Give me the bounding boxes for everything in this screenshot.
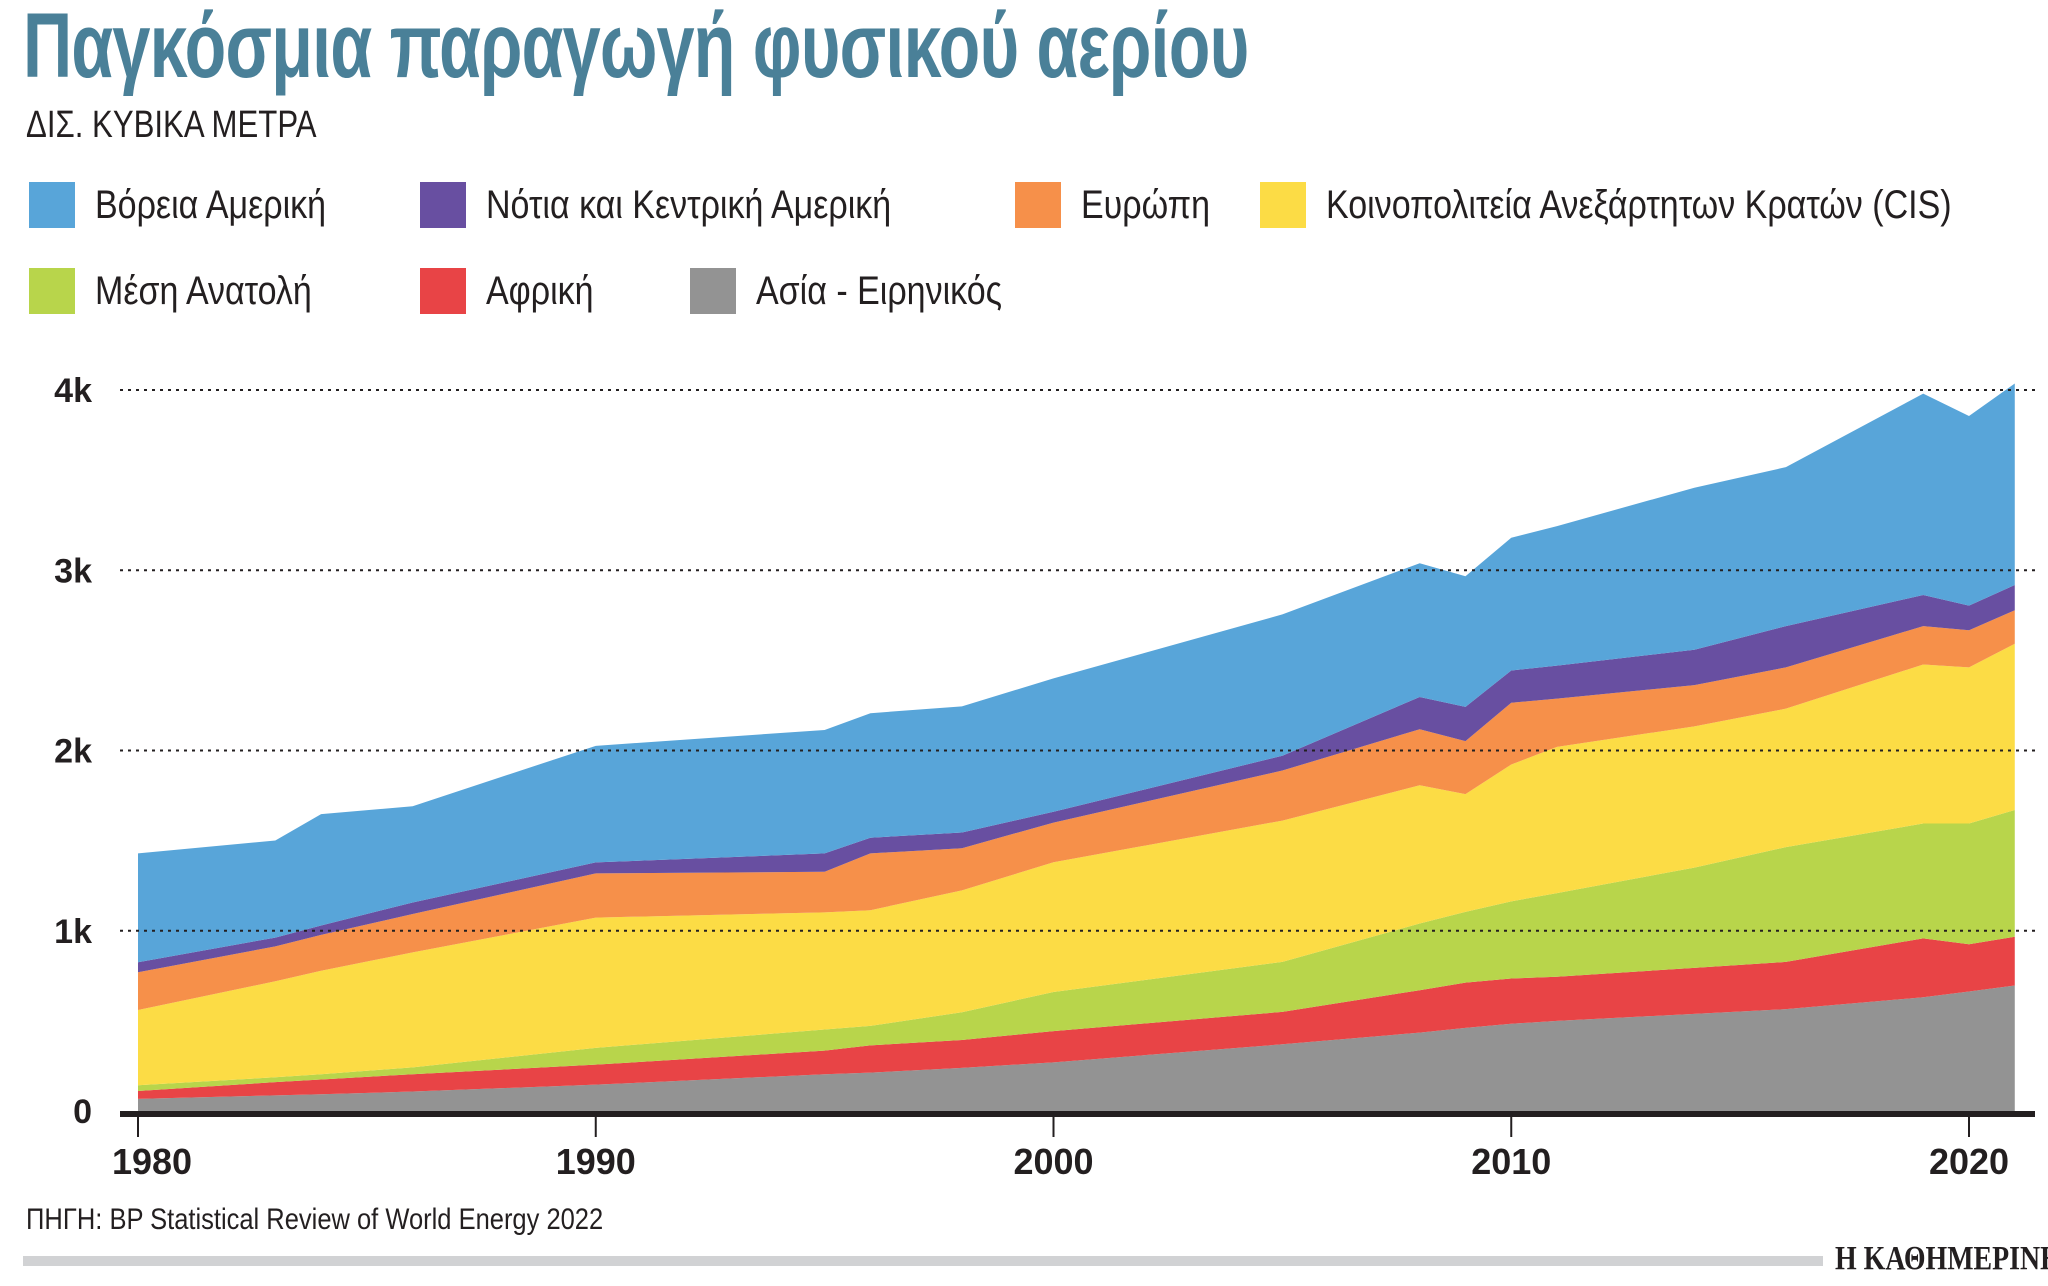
legend-label: Ευρώπη bbox=[1081, 182, 1211, 227]
legend-item: Νότια και Κεντρική Αμερική bbox=[420, 182, 963, 228]
legend-swatch bbox=[420, 268, 466, 314]
area-series-4 bbox=[138, 610, 2015, 1011]
y-tick-label: 3k bbox=[54, 552, 92, 590]
legend-swatch bbox=[1015, 182, 1061, 228]
x-tick-label: 1990 bbox=[556, 1141, 636, 1182]
legend-item: Μέση Ανατολή bbox=[29, 268, 350, 314]
x-tick-label: 2010 bbox=[1471, 1141, 1551, 1182]
area-series-1 bbox=[138, 936, 2015, 1099]
legend-swatch bbox=[690, 268, 736, 314]
legend-swatch bbox=[29, 268, 75, 314]
publisher-logo: Η ΚΑΘΗΜΕΡΙΝΗ bbox=[1835, 1240, 2048, 1277]
legend-item: Βόρεια Αμερική bbox=[29, 182, 367, 228]
source-note: ΠΗΓΗ: BP Statistical Review of World Ene… bbox=[26, 1203, 604, 1236]
y-tick-label: 2k bbox=[54, 733, 92, 771]
footer-divider bbox=[23, 1256, 1823, 1266]
area-series-0 bbox=[138, 985, 2015, 1111]
legend-label: Αφρική bbox=[486, 268, 594, 313]
y-tick-label: 4k bbox=[54, 372, 92, 410]
area-series-6 bbox=[138, 383, 2015, 963]
x-tick-label: 2000 bbox=[1013, 1141, 1093, 1182]
area-series-3 bbox=[138, 643, 2015, 1086]
legend-label: Κοινοπολιτεία Ανεξάρτητων Κρατών (CIS) bbox=[1326, 182, 1952, 227]
legend-item: Κοινοπολιτεία Ανεξάρτητων Κρατών (CIS) bbox=[1260, 182, 2048, 228]
x-tick-label: 2020 bbox=[1929, 1141, 2009, 1182]
x-tick-label: 1980 bbox=[112, 1141, 192, 1182]
legend-swatch bbox=[1260, 182, 1306, 228]
area-series-2 bbox=[138, 809, 2015, 1091]
legend-item: Ευρώπη bbox=[1015, 182, 1233, 228]
y-tick-label: 1k bbox=[54, 913, 92, 951]
legend-label: Νότια και Κεντρική Αμερική bbox=[486, 182, 892, 227]
legend-label: Ασία - Ειρηνικός bbox=[756, 268, 1003, 313]
legend-swatch bbox=[420, 182, 466, 228]
chart-title: Παγκόσμια παραγωγή φυσικού αερίου bbox=[23, 0, 1249, 97]
legend-item: Αφρική bbox=[420, 268, 613, 314]
legend-swatch bbox=[29, 182, 75, 228]
legend-item: Ασία - Ειρηνικός bbox=[690, 268, 1045, 314]
legend-label: Βόρεια Αμερική bbox=[95, 182, 327, 227]
legend-label: Μέση Ανατολή bbox=[95, 268, 312, 313]
area-series-5 bbox=[138, 585, 2015, 973]
y-tick-label: 0 bbox=[73, 1093, 92, 1131]
chart-unit-label: ΔΙΣ. ΚΥΒΙΚΑ ΜΕΤΡΑ bbox=[26, 104, 317, 146]
